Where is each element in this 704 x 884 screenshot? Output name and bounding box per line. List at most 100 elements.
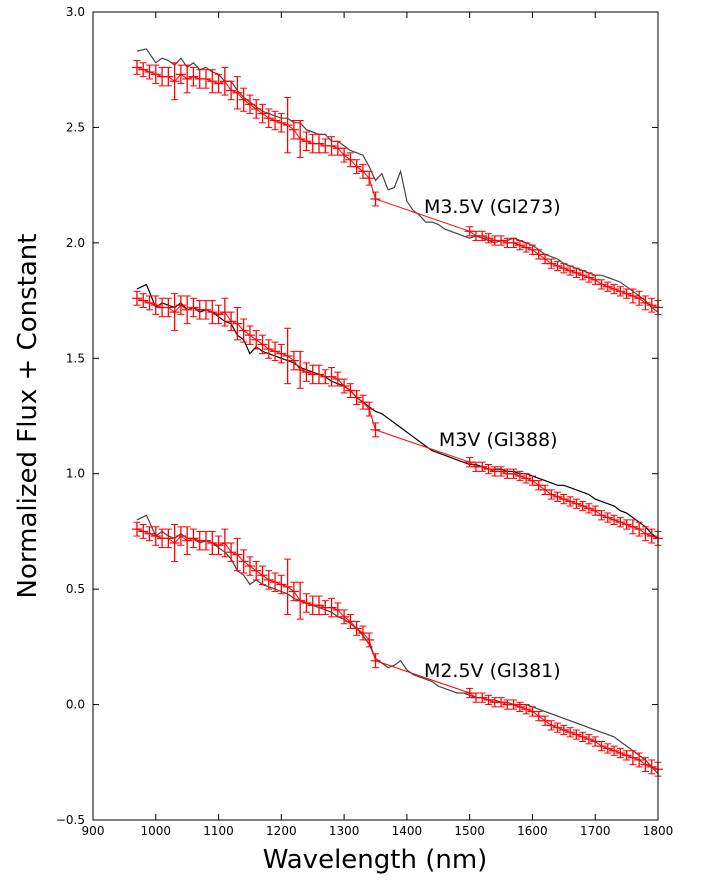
error-bar — [370, 422, 381, 438]
error-bar — [521, 704, 532, 715]
error-bar — [301, 131, 312, 152]
error-bar — [175, 64, 186, 85]
error-bar — [571, 498, 582, 509]
error-bar — [295, 120, 306, 158]
error-bar — [565, 265, 576, 276]
error-bar — [263, 339, 274, 359]
error-bar — [270, 110, 281, 131]
error-bar — [288, 120, 299, 140]
error-bar — [577, 500, 588, 512]
error-bar — [257, 103, 268, 124]
error-bar — [483, 463, 494, 475]
error-bar — [521, 473, 532, 484]
y-tick-label: 2.0 — [66, 236, 85, 250]
error-bar — [314, 133, 324, 154]
y-tick-label: 0.5 — [66, 582, 85, 596]
error-bar — [583, 734, 594, 745]
error-bar — [364, 170, 375, 186]
error-bar — [514, 240, 525, 251]
observed-spectrum-line — [136, 528, 659, 770]
error-bar — [640, 757, 651, 773]
error-bar — [169, 293, 180, 332]
error-bar — [483, 233, 494, 244]
error-bar — [144, 526, 155, 542]
error-bar — [131, 59, 142, 75]
error-bar — [326, 367, 337, 387]
error-bar — [169, 62, 180, 101]
error-bar — [646, 297, 657, 313]
error-bar — [351, 390, 362, 405]
error-bar — [577, 270, 588, 281]
error-bar — [201, 530, 211, 551]
error-bar — [219, 528, 230, 558]
error-bar — [326, 136, 337, 156]
error-bar — [263, 570, 274, 590]
error-bar — [188, 528, 199, 549]
error-bar — [188, 66, 199, 87]
error-bar — [188, 297, 199, 318]
error-bar — [552, 260, 563, 272]
y-tick-label: 1.0 — [66, 467, 85, 481]
error-bar — [621, 750, 632, 761]
error-bar — [602, 743, 613, 754]
error-bar — [213, 304, 224, 325]
spectral-type-label: M3V (Gl388) — [439, 429, 558, 451]
y-tick-label: 3.0 — [66, 5, 85, 19]
error-bar — [615, 286, 626, 297]
error-bar — [640, 526, 651, 542]
error-bar — [627, 288, 638, 304]
error-bar — [364, 401, 375, 417]
x-tick-label: 1300 — [329, 824, 360, 838]
error-bar — [571, 729, 582, 740]
error-bar — [546, 489, 557, 500]
y-tick-label: −0.5 — [56, 813, 85, 827]
spectral-type-label: M3.5V (Gl273) — [424, 196, 561, 218]
error-bar — [295, 350, 306, 389]
error-bar — [602, 281, 613, 292]
error-bar — [288, 350, 299, 371]
error-bar — [577, 731, 588, 743]
y-tick-label: 0.0 — [66, 698, 85, 712]
error-bar — [314, 364, 324, 385]
error-bar — [477, 230, 488, 242]
error-bar — [370, 653, 381, 669]
error-bar — [257, 565, 268, 586]
error-bar — [282, 96, 293, 154]
error-bar-layer — [131, 59, 663, 777]
error-bar — [558, 263, 569, 274]
error-bar — [621, 288, 632, 299]
error-bar — [251, 560, 262, 581]
error-bar — [615, 517, 626, 528]
error-bar — [609, 283, 620, 295]
error-bar — [207, 530, 218, 556]
error-bar — [514, 701, 525, 712]
error-bar — [552, 491, 563, 502]
spectral-type-label: M2.5V (Gl381) — [424, 660, 561, 682]
error-bar — [565, 496, 576, 507]
error-bar — [257, 334, 268, 355]
error-bar — [138, 524, 149, 539]
error-bar — [150, 526, 161, 546]
error-bar — [232, 537, 243, 572]
error-bar — [131, 521, 142, 537]
error-bar — [514, 470, 525, 482]
error-bar — [244, 556, 255, 576]
error-bar — [307, 133, 318, 154]
error-bar — [640, 295, 651, 311]
x-tick-label: 1700 — [580, 824, 611, 838]
series-layer — [136, 48, 659, 775]
error-bar — [238, 549, 249, 574]
x-tick-label: 1400 — [392, 824, 423, 838]
x-tick-label: 1500 — [454, 824, 485, 838]
error-bar — [201, 69, 211, 89]
x-tick-label: 900 — [82, 824, 105, 838]
error-bar — [270, 341, 281, 362]
error-bar — [301, 593, 312, 613]
error-bar — [244, 94, 255, 115]
error-bar — [251, 99, 262, 119]
error-bar — [182, 526, 193, 556]
y-axis-label: Normalized Flux + Constant — [13, 234, 43, 599]
error-bar — [238, 87, 249, 112]
error-bar — [496, 235, 507, 246]
